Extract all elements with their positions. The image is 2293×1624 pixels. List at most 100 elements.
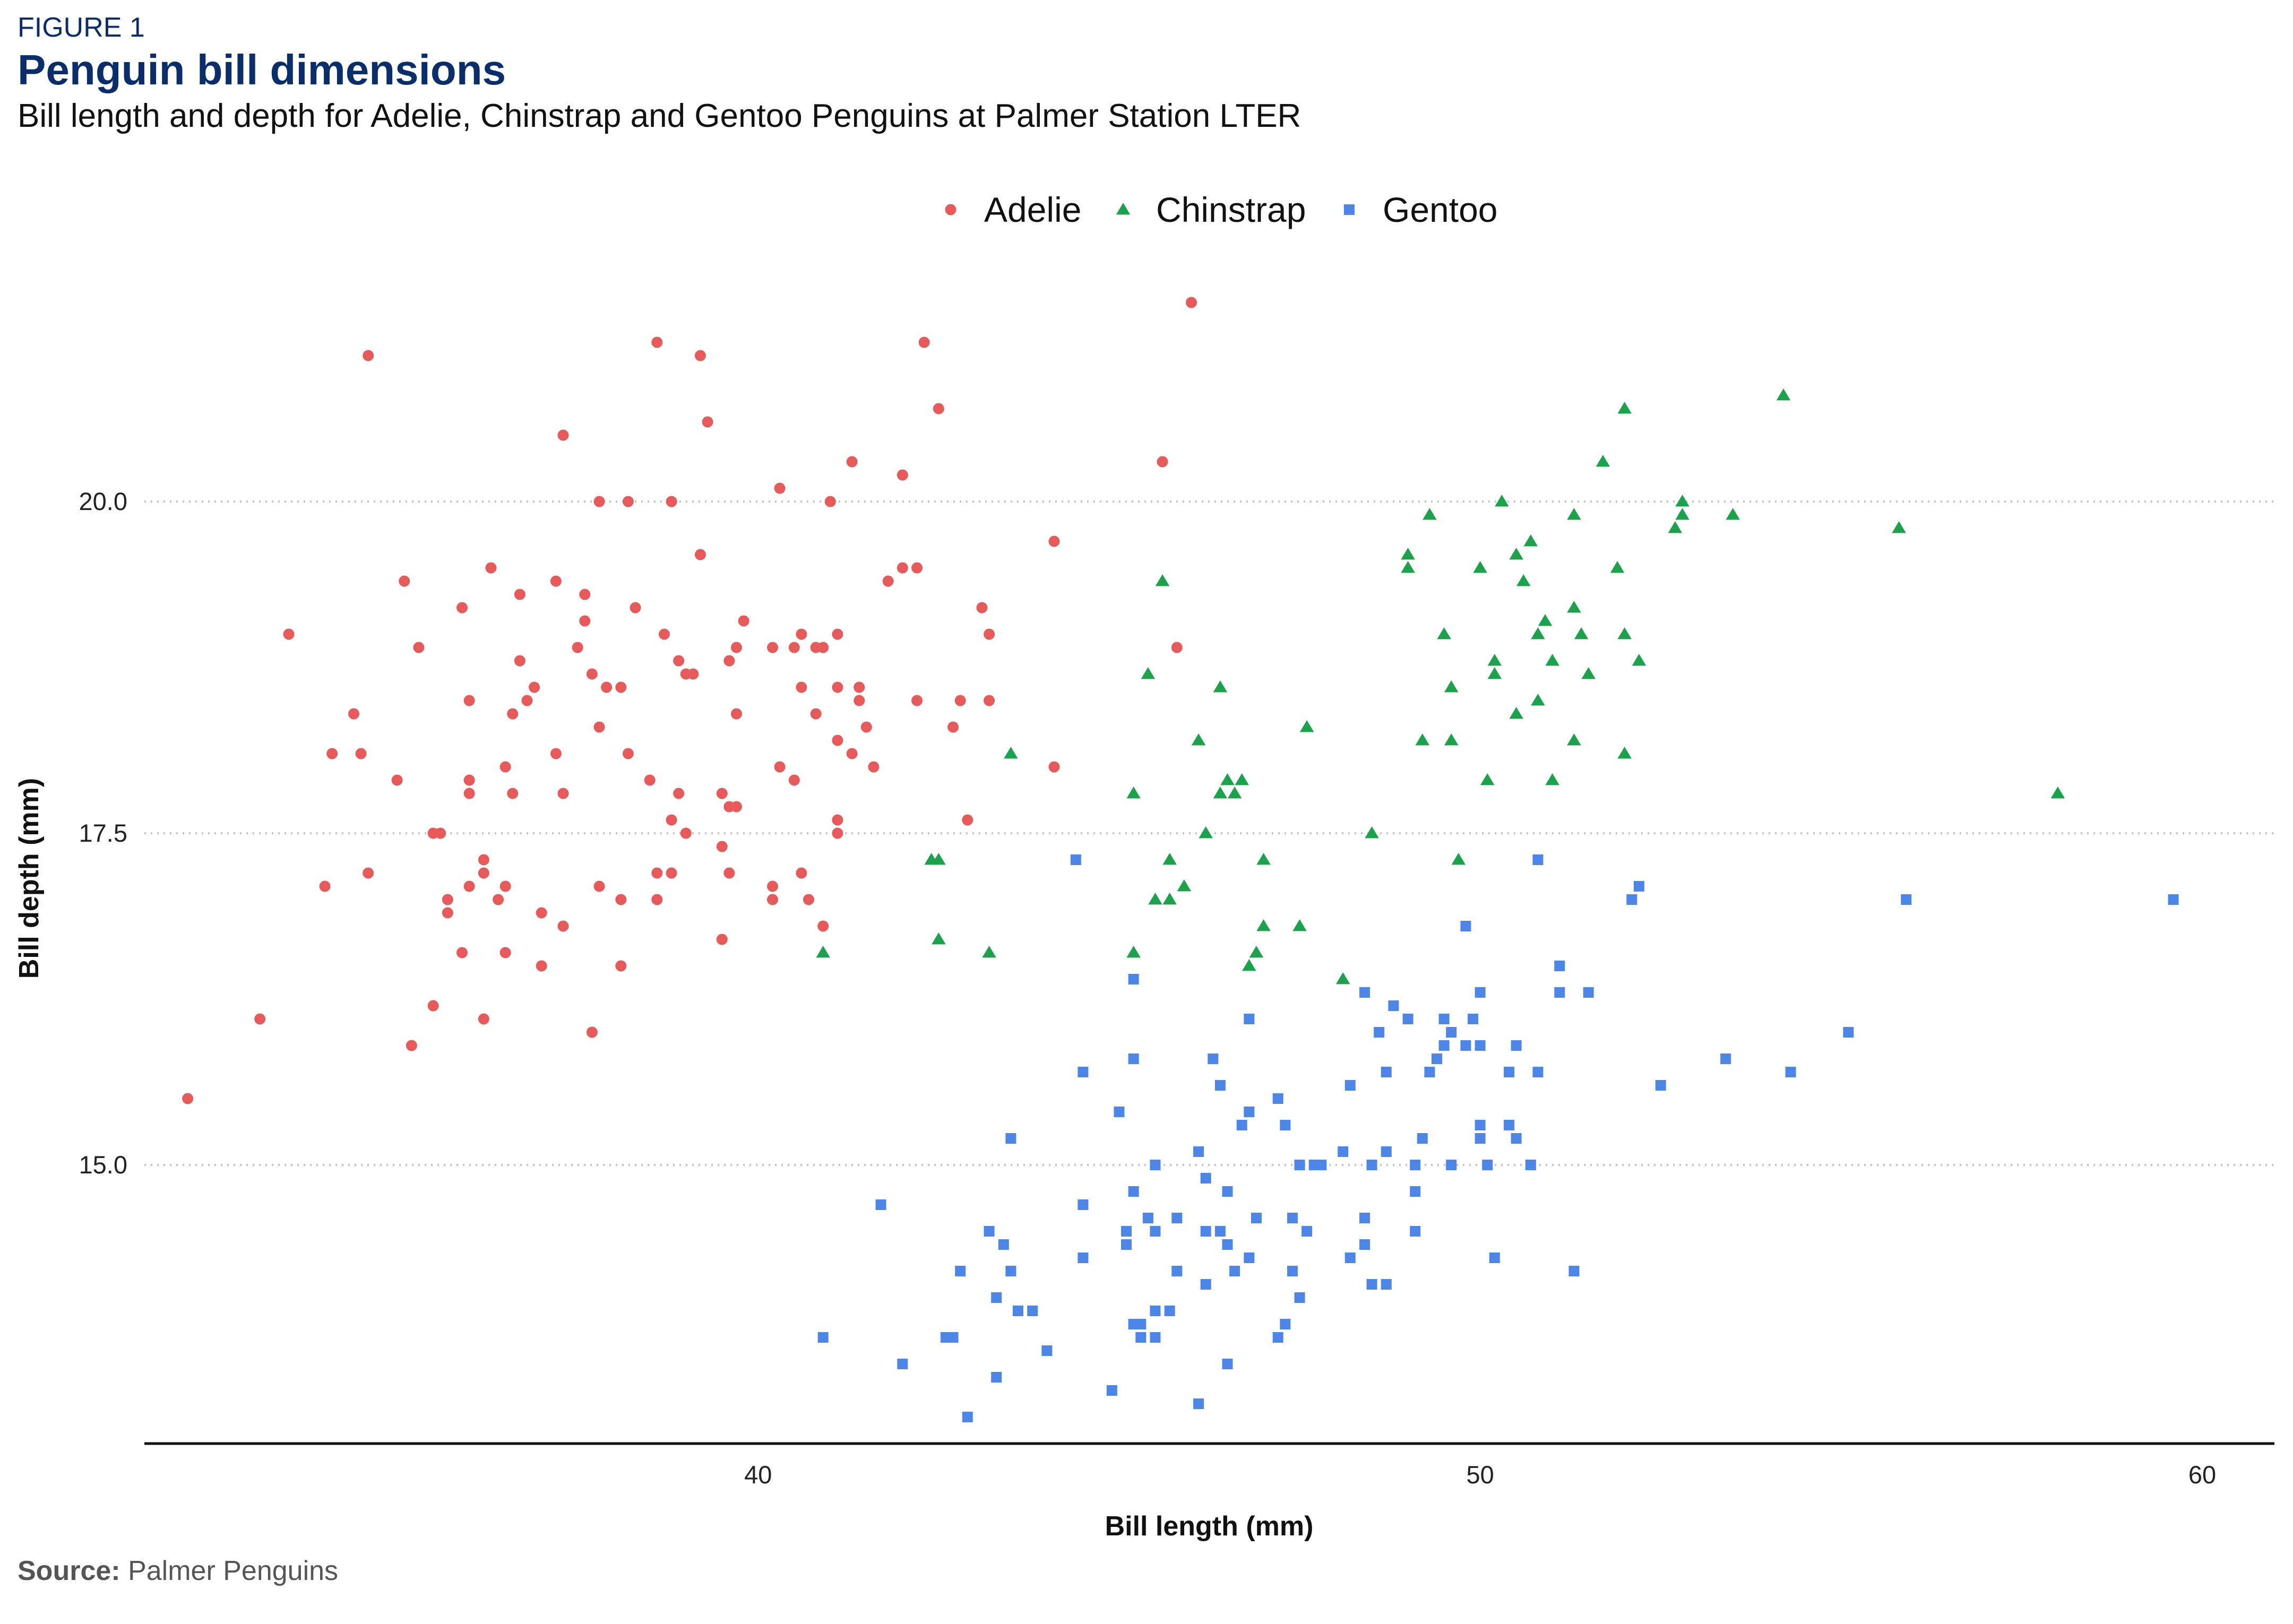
- y-tick-label: 20.0: [79, 487, 127, 515]
- data-point-adelie: [493, 894, 504, 905]
- data-point-chinstrap: [1892, 521, 1906, 533]
- data-point-gentoo: [1446, 1160, 1457, 1170]
- data-point-chinstrap: [1509, 548, 1523, 560]
- data-point-adelie: [463, 880, 475, 892]
- data-point-gentoo: [1366, 1279, 1377, 1290]
- data-point-gentoo: [1150, 1306, 1161, 1316]
- data-point-gentoo: [1532, 854, 1544, 865]
- data-point-gentoo: [2168, 894, 2179, 905]
- data-point-adelie: [680, 827, 692, 839]
- data-point-adelie: [817, 920, 829, 932]
- data-point-gentoo: [1511, 1133, 1522, 1144]
- data-point-adelie: [536, 907, 547, 919]
- x-tick-label: 40: [744, 1461, 772, 1489]
- data-point-adelie: [824, 496, 836, 507]
- data-point-gentoo: [1374, 1027, 1385, 1038]
- data-point-gentoo: [1150, 1160, 1161, 1170]
- data-point-gentoo: [1150, 1332, 1161, 1343]
- data-point-adelie: [796, 867, 807, 879]
- data-point-chinstrap: [1199, 826, 1213, 839]
- data-point-gentoo: [1077, 1199, 1089, 1210]
- data-point-adelie: [832, 628, 843, 640]
- data-point-gentoo: [1381, 1146, 1392, 1157]
- data-point-gentoo: [1785, 1067, 1796, 1077]
- data-point-gentoo: [1294, 1160, 1305, 1170]
- data-point-gentoo: [1525, 1160, 1536, 1170]
- data-point-chinstrap: [1776, 388, 1791, 401]
- data-point-adelie: [1048, 535, 1060, 547]
- data-point-chinstrap: [1675, 495, 1689, 507]
- data-point-gentoo: [1294, 1292, 1305, 1303]
- data-point-adelie: [673, 788, 685, 799]
- data-point-adelie: [832, 681, 843, 693]
- legend: Adelie Chinstrap Gentoo: [945, 190, 1498, 229]
- data-point-gentoo: [1244, 1107, 1255, 1117]
- data-point-adelie: [615, 894, 627, 905]
- data-point-gentoo: [1200, 1173, 1211, 1184]
- data-point-gentoo: [1244, 1252, 1255, 1263]
- data-point-chinstrap: [1596, 455, 1610, 467]
- data-point-gentoo: [1005, 1133, 1016, 1144]
- data-point-gentoo: [1200, 1226, 1211, 1237]
- data-point-adelie: [962, 814, 973, 826]
- data-point-adelie: [601, 681, 613, 693]
- data-point-chinstrap: [1545, 654, 1559, 666]
- data-point-chinstrap: [1249, 946, 1264, 958]
- data-point-chinstrap: [1401, 561, 1415, 573]
- data-point-adelie: [984, 628, 995, 640]
- y-tick-label: 15.0: [79, 1151, 127, 1179]
- data-point-adelie: [355, 748, 367, 759]
- data-point-chinstrap: [1292, 919, 1307, 931]
- data-point-gentoo: [1287, 1266, 1298, 1276]
- data-point-adelie: [911, 562, 923, 574]
- data-point-gentoo: [1208, 1053, 1219, 1064]
- data-point-chinstrap: [1545, 773, 1559, 785]
- data-point-adelie: [694, 350, 706, 361]
- data-point-adelie: [579, 589, 591, 600]
- data-point-adelie: [766, 880, 778, 892]
- data-point-gentoo: [1013, 1306, 1024, 1316]
- data-point-adelie: [918, 336, 930, 348]
- data-point-chinstrap: [1509, 707, 1523, 719]
- source-label: Source:: [18, 1556, 120, 1586]
- data-point-adelie: [723, 867, 735, 879]
- data-point-chinstrap: [1581, 667, 1596, 679]
- data-point-adelie: [550, 748, 562, 759]
- data-point-adelie: [442, 907, 453, 919]
- data-point-adelie: [182, 1093, 194, 1104]
- data-point-gentoo: [1236, 1120, 1247, 1130]
- data-point-gentoo: [1475, 1120, 1486, 1130]
- y-tick-label: 17.5: [79, 819, 127, 847]
- legend-item-gentoo: Gentoo: [1344, 190, 1498, 229]
- data-point-adelie: [326, 748, 338, 759]
- data-point-adelie: [507, 708, 519, 720]
- data-point-chinstrap: [1415, 733, 1430, 746]
- x-tick-label: 50: [1466, 1461, 1494, 1489]
- data-point-adelie: [593, 496, 605, 507]
- data-point-gentoo: [817, 1332, 829, 1343]
- data-point-gentoo: [1070, 854, 1081, 865]
- data-point-gentoo: [1504, 1067, 1515, 1077]
- data-point-adelie: [796, 681, 807, 693]
- data-point-adelie: [658, 628, 670, 640]
- source-note: Source: Palmer Penguins: [18, 1555, 338, 1587]
- data-point-gentoo: [1280, 1120, 1291, 1130]
- data-point-adelie: [586, 668, 598, 680]
- data-point-adelie: [630, 602, 641, 614]
- data-point-adelie: [406, 1040, 417, 1051]
- data-point-adelie: [579, 615, 591, 627]
- data-point-adelie: [723, 655, 735, 667]
- data-point-gentoo: [875, 1199, 886, 1210]
- data-point-adelie: [550, 575, 562, 587]
- data-point-adelie: [485, 562, 497, 574]
- data-point-gentoo: [1446, 1027, 1457, 1038]
- data-point-gentoo: [1135, 1319, 1146, 1329]
- data-point-gentoo: [1633, 881, 1644, 892]
- data-point-gentoo: [1114, 1107, 1125, 1117]
- data-point-chinstrap: [1487, 667, 1502, 679]
- data-point-adelie: [954, 695, 966, 706]
- data-point-adelie: [499, 761, 511, 773]
- data-point-gentoo: [1438, 1040, 1450, 1051]
- data-point-adelie: [399, 575, 410, 587]
- data-point-chinstrap: [1401, 548, 1415, 560]
